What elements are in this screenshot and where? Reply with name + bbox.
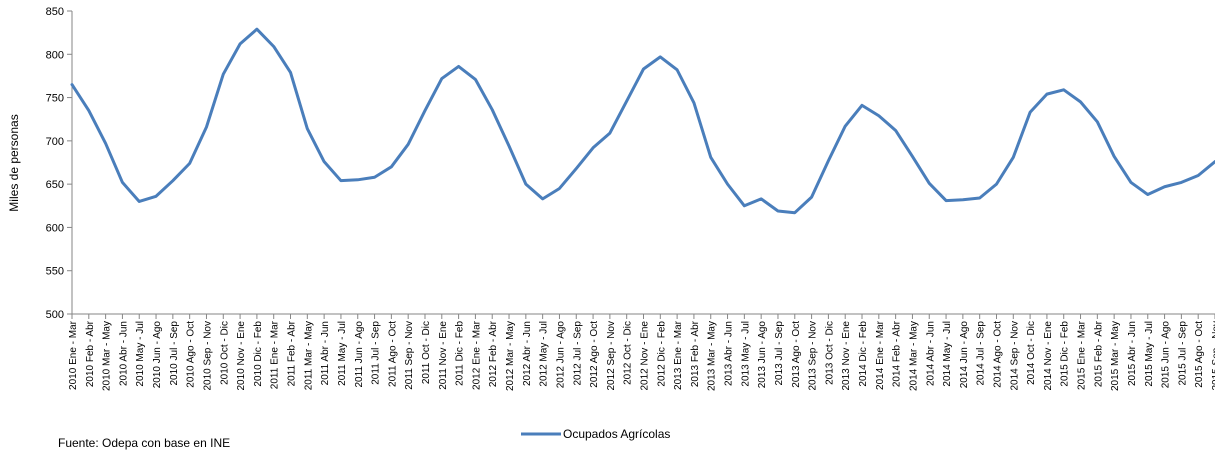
y-tick-label: 600 (46, 222, 64, 234)
x-tick-label: 2013 Jul - Sep (774, 321, 785, 386)
x-tick-label: 2014 Sep - Nov (1009, 321, 1020, 391)
x-tick-label: 2013 Ene - Mar (673, 320, 684, 390)
x-tick-label: 2013 May - Jul (740, 321, 751, 387)
y-tick-label: 800 (46, 49, 64, 61)
x-tick-label: 2010 Nov - Ene (236, 321, 247, 391)
x-tick-label: 2012 Ago - Oct (589, 321, 600, 388)
x-tick-label: 2010 Jul - Sep (169, 321, 180, 386)
x-tick-label: 2014 Ago - Oct (992, 321, 1003, 388)
x-tick-label: 2010 Oct - Dic (219, 321, 230, 385)
x-tick-label: 2014 Abr - Jun (925, 321, 936, 386)
x-tick-label: 2012 Jul - Sep (572, 321, 583, 386)
series-line (70, 27, 1215, 215)
x-tick-label: 2013 Ago - Oct (791, 321, 802, 388)
x-axis-ticks: 2010 Ene - Mar 2010 Feb - Abr 2010 Mar - M… (68, 314, 1215, 391)
x-tick-label: 2014 Jun - Ago (959, 321, 970, 389)
x-tick-label: 2012 Sep - Nov (606, 321, 617, 391)
y-tick-label: 500 (46, 309, 64, 321)
x-tick-label: 2012 Abr - Jun (522, 321, 533, 386)
x-tick-label: 2011 Dic - Feb (455, 321, 466, 386)
x-tick-label: 2010 May - Jul (135, 321, 146, 387)
x-tick-label: 2011 Nov - Ene (438, 321, 449, 390)
x-tick-label: 2015 Jun - Ago (1161, 321, 1172, 389)
x-tick-label: 2010 Feb - Abr (85, 320, 96, 387)
x-tick-label: 2013 Oct - Dic (824, 321, 835, 385)
x-tick-label: 2012 May - Jul (539, 321, 550, 387)
y-tick-label: 550 (46, 266, 64, 278)
x-tick-label: 2014 Oct - Dic (1026, 321, 1037, 385)
x-tick-label: 2011 Oct - Dic (421, 321, 432, 384)
series-group (70, 27, 1215, 215)
x-tick-label: 2014 May - Jul (942, 321, 953, 387)
x-tick-label: 2012 Mar - May (505, 321, 516, 391)
x-tick-label: 2013 Sep - Nov (808, 321, 819, 391)
y-tick-label: 750 (46, 93, 64, 105)
x-tick-label: 2013 Abr - Jun (724, 321, 735, 386)
x-tick-label: 2012 Nov - Ene (640, 321, 651, 391)
x-tick-label: 2012 Oct - Dic (623, 321, 634, 385)
x-tick-label: 2012 Jun - Ago (555, 321, 566, 389)
x-tick-label: 2014 Feb - Abr (892, 320, 903, 387)
y-axis-ticks: 500 550 600 650 700 750 800 850 (46, 6, 72, 321)
x-tick-label: 2015 Ene - Mar (1077, 320, 1088, 390)
legend-label: Ocupados Agrícolas (563, 427, 670, 441)
x-tick-label: 2012 Dic - Feb (656, 321, 667, 387)
x-tick-label: 2011 Mar - May (303, 321, 314, 390)
x-tick-label: 2015 Mar - May (1110, 321, 1121, 391)
x-tick-label: 2011 Abr - Jun (320, 321, 331, 385)
x-tick-label: 2013 Feb - Abr (690, 320, 701, 387)
y-tick-label: 700 (46, 136, 64, 148)
x-tick-label: 2010 Dic - Feb (253, 321, 264, 387)
x-tick-label: 2015 Feb - Abr (1093, 320, 1104, 387)
x-tick-label: 2010 Sep - Nov (202, 321, 213, 391)
x-tick-label: 2013 Mar - May (707, 321, 718, 391)
x-tick-label: 2015 Jul - Sep (1177, 321, 1188, 386)
x-tick-label: 2010 Ago - Oct (186, 321, 197, 388)
x-tick-label: 2010 Mar - May (102, 321, 113, 391)
x-tick-label: 2011 Jul - Sep (371, 321, 382, 385)
x-tick-label: 2013 Jun - Ago (757, 321, 768, 389)
x-tick-label: 2011 Jun - Ago (354, 321, 365, 388)
x-tick-label: 2013 Nov - Ene (841, 321, 852, 391)
x-tick-label: 2011 May - Jul (337, 321, 348, 386)
x-tick-label: 2015 Abr - Jun (1127, 321, 1138, 386)
x-tick-label: 2010 Jun - Ago (152, 321, 163, 389)
x-tick-label: 2010 Ene - Mar (68, 320, 79, 390)
x-tick-label: 2014 Jul - Sep (976, 321, 987, 386)
x-tick-label: 2015 Ago - Oct (1194, 321, 1205, 388)
x-tick-label: 2014 Dic - Feb (858, 321, 869, 387)
source-note: Fuente: Odepa con base en INE (58, 436, 231, 450)
x-tick-label: 2011 Ago - Oct (387, 321, 398, 387)
x-tick-label: 2010 Abr - Jun (118, 321, 129, 386)
x-tick-label: 2012 Ene - Mar (471, 320, 482, 390)
x-tick-label: 2011 Feb - Abr (287, 320, 298, 386)
x-tick-label: 2014 Ene - Mar (875, 320, 886, 390)
legend: Ocupados Agrícolas (521, 427, 670, 441)
x-tick-label: 2015 May - Jul (1144, 321, 1155, 387)
y-tick-label: 650 (46, 179, 64, 191)
x-tick-label: 2015 Dic - Feb (1060, 321, 1071, 387)
x-tick-label: 2011 Sep - Nov (404, 321, 415, 390)
chart-axes (71, 11, 1215, 315)
x-tick-label: 2014 Nov - Ene (1043, 321, 1054, 391)
x-tick-label: 2014 Mar - May (908, 321, 919, 391)
y-axis-title: Miles de personas (7, 114, 21, 211)
x-tick-label: 2015 Sep - Nov (1211, 321, 1215, 391)
y-tick-label: 850 (46, 6, 64, 18)
x-tick-label: 2012 Feb - Abr (488, 320, 499, 387)
x-tick-label: 2011 Ene - Mar (270, 320, 281, 389)
